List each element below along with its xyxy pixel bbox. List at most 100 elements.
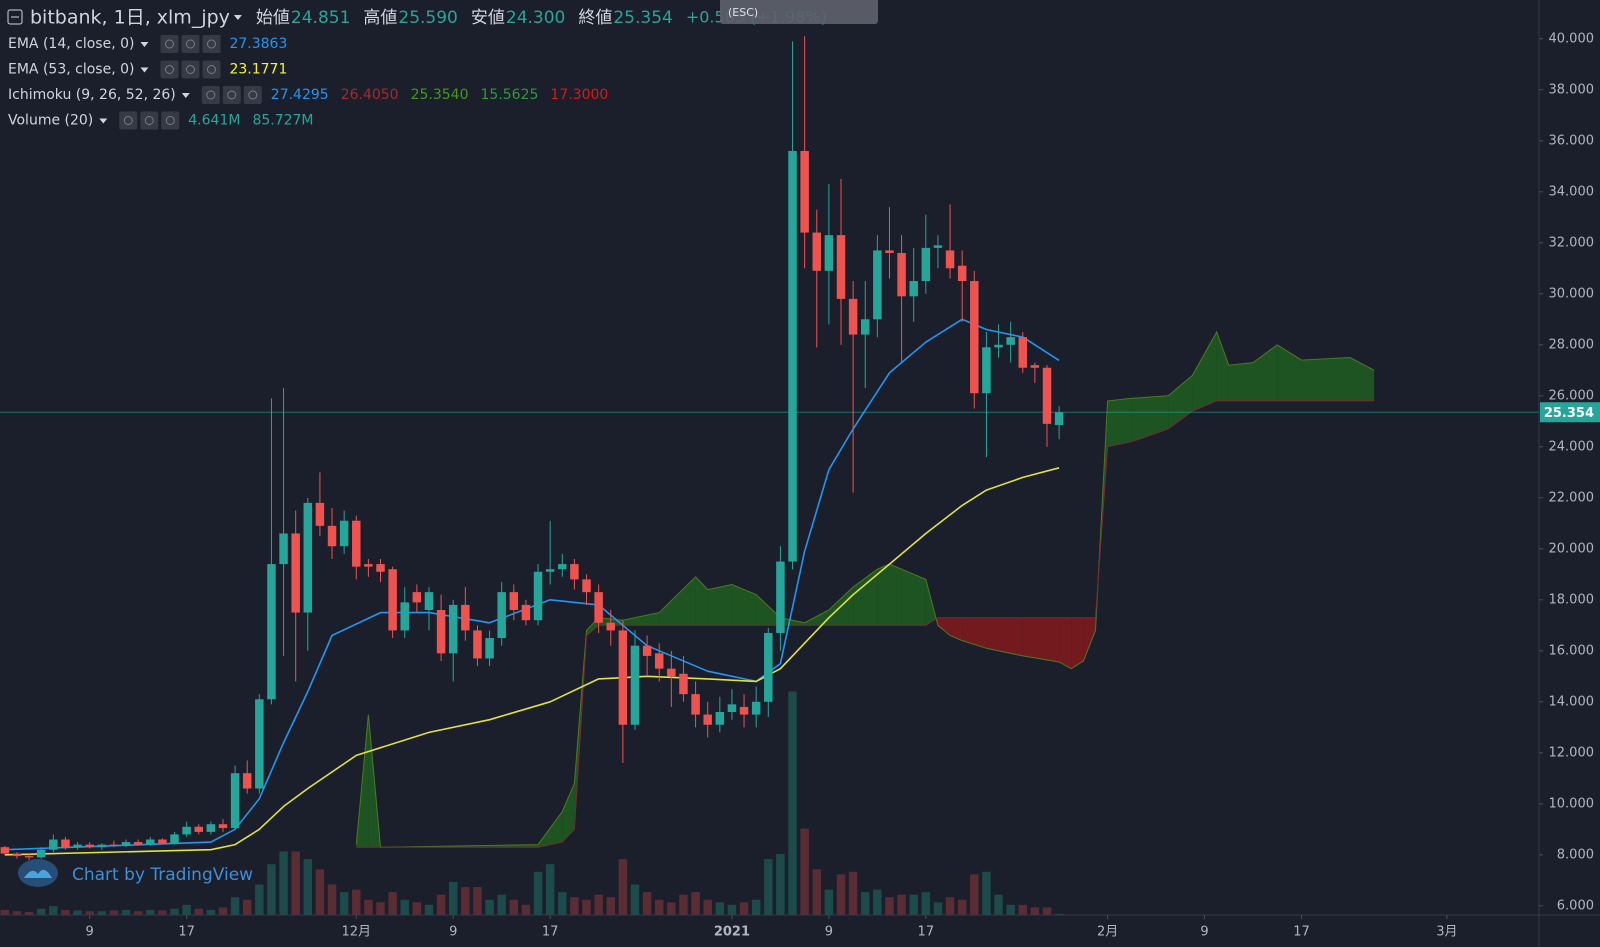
caret[interactable] [233,15,242,20]
collapse-icon[interactable] [7,9,23,25]
indicator-value: 17.3000 [550,87,608,103]
volume-bar [642,892,652,915]
cloud-segment [877,564,890,626]
indicator-button-icon [185,65,195,74]
candle-body [521,604,531,621]
volume-bar [618,859,628,915]
volume-bar [267,864,276,915]
y-tick-label: 10.000 [1549,796,1595,811]
indicator-button[interactable] [161,111,180,130]
candle-body [461,604,470,631]
caret[interactable] [140,67,149,73]
y-tick-label: 40.000 [1549,31,1595,46]
indicator-button[interactable] [202,35,221,53]
candle-body [897,252,906,297]
volume-bar [12,911,22,915]
caret[interactable] [181,93,190,98]
volume-bar [703,899,712,915]
indicator-button-icon [164,39,174,49]
volume-bar [49,906,58,915]
candle-body [873,250,882,320]
cloud-segment [1059,617,1072,669]
indicator-button[interactable] [201,86,220,104]
indicator-button[interactable] [181,60,200,79]
ohlc-label: 安値 [471,8,505,28]
symbol: bitbank, 1日, xlm_jpy [30,7,230,29]
ohlc-value: 24.300 [506,8,565,28]
volume-bar [327,884,337,915]
caret[interactable] [140,42,149,47]
cloud-segment [937,617,951,636]
volume-bar [146,909,155,915]
candle-body [109,844,119,846]
volume-bar [279,851,288,915]
ohlc-label: 始値 [256,8,290,28]
cloud-segment [1349,357,1375,401]
candle-body [279,533,288,565]
caret[interactable] [99,118,108,124]
volume-bar [582,899,591,915]
candle-body [473,630,482,659]
volume-bar [509,899,519,915]
volume-bar [909,894,918,915]
volume-bar [885,897,894,915]
x-tick-label: 2021 [714,925,750,940]
candle-body [12,853,22,857]
indicator-button[interactable] [202,60,221,79]
candle-body [1042,367,1052,424]
candle-body [994,344,1003,348]
volume-bar [133,911,143,915]
indicator-button[interactable] [140,111,159,130]
candle-body [1030,365,1040,368]
candle-body [412,592,422,603]
y-tick-label: 8.000 [1557,847,1594,862]
volume-bar [776,854,785,915]
volume-bar [751,899,761,915]
candle-body [327,525,337,547]
volume-bar [1030,907,1040,915]
y-tick-label: 16.000 [1549,643,1595,658]
candle-body [339,520,349,547]
indicator-value: 27.4295 [271,87,329,103]
volume-bar [194,908,203,915]
volume-bar [303,859,313,915]
candle-body [739,706,749,715]
cloud-segment [1192,332,1217,412]
y-tick-label: 30.000 [1549,286,1595,301]
x-tick-label: 9 [449,925,457,940]
volume-bar [945,897,955,915]
cloud-segment [1216,332,1229,401]
volume-bar [436,894,446,915]
cloud-segment [962,617,987,649]
indicator-value: 85.727M [252,113,313,129]
indicator-button[interactable] [119,111,138,130]
indicator-button[interactable] [243,86,262,104]
volume-bar [933,902,943,915]
indicator-button-icon [248,90,258,100]
y-tick-label: 22.000 [1549,490,1595,505]
cloud-segment [1083,617,1096,662]
indicator-button-icon [185,39,195,49]
ohlc-label: 終値 [578,8,612,28]
volume-bar [121,909,131,915]
volume-bar [461,887,470,915]
candle-body [497,592,506,639]
candle-body [364,564,373,567]
indicator-button[interactable] [160,60,179,79]
candle-body [558,564,567,570]
candle-body [606,622,615,631]
candle-body [533,571,543,621]
cloud-segment [756,594,781,626]
indicator-button[interactable] [160,35,179,53]
volume-bar [352,889,361,915]
volume-bar [1018,904,1028,915]
candle-body [800,150,809,233]
tooltip-text: (ESC) [728,6,758,19]
indicator-button[interactable] [222,86,241,104]
indicator-button[interactable] [181,35,200,53]
candle-body [727,704,737,713]
candle-body [848,298,858,335]
y-tick-label: 20.000 [1549,541,1595,556]
span-b-line [356,400,1375,848]
candle-body [1018,337,1028,368]
